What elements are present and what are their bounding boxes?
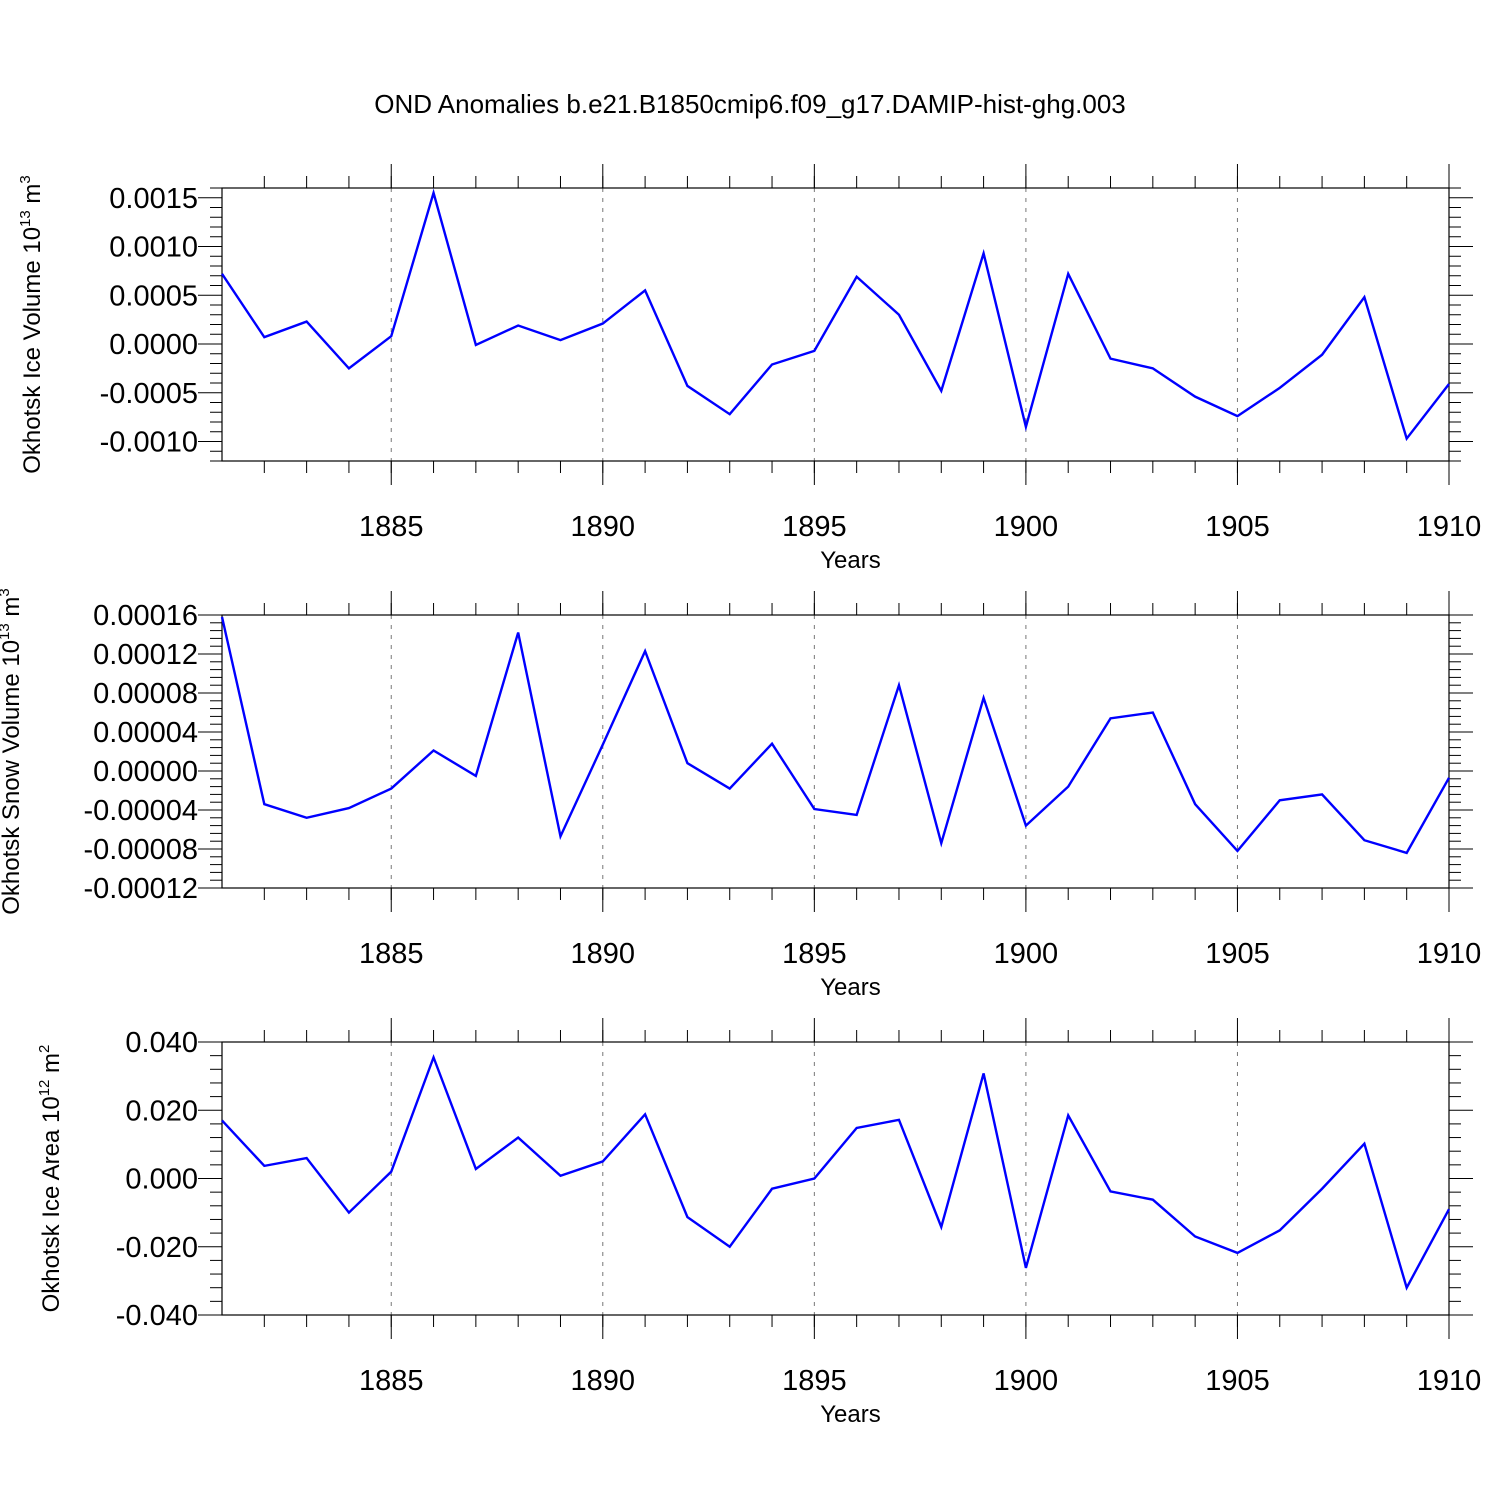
y-axis-label-superscript: 13 xyxy=(17,210,34,227)
x-tick-label: 1890 xyxy=(571,938,636,970)
y-tick-label: 0.0015 xyxy=(109,183,198,215)
x-axis-label: Years xyxy=(820,547,881,574)
y-tick-label: -0.040 xyxy=(116,1300,198,1332)
y-tick-label: 0.000 xyxy=(125,1164,198,1196)
y-tick-label: 0.00000 xyxy=(93,756,198,788)
plot-frame xyxy=(221,1041,1450,1316)
y-axis-label: Okhotsk Snow Volume 1013 m3 xyxy=(0,588,25,915)
series-line xyxy=(221,188,1450,442)
y-tick-label: 0.020 xyxy=(125,1095,198,1127)
chart-panel-2: 1885 1890 1895 1900 1905 1910 -0.00012 -0.00008… xyxy=(0,588,1481,1001)
x-tick-label: 1890 xyxy=(571,511,636,543)
y-axis-label-superscript: 3 xyxy=(0,588,13,596)
y-tick-label: -0.020 xyxy=(116,1232,198,1264)
y-axis-label-part: m xyxy=(19,184,46,211)
x-tick-label: 1900 xyxy=(994,938,1059,970)
chart-panel-1: 1885 1890 1895 1900 1905 1910 -0.0010 -0.0005 0.… xyxy=(17,164,1481,574)
chart-panel-3: 1885 1890 1895 1900 1905 1910 -0.040 -0.020 0.00… xyxy=(36,1018,1481,1428)
series-line xyxy=(221,1053,1451,1291)
series-line xyxy=(220,616,1451,855)
y-tick-label: 0.00008 xyxy=(93,678,198,710)
y-axis-label-part: m xyxy=(38,1053,65,1080)
y-axis-label-superscript: 3 xyxy=(17,175,34,183)
x-tick-label: 1895 xyxy=(782,938,847,970)
y-axis-label: Okhotsk Ice Area 1012 m2 xyxy=(36,1045,65,1313)
y-tick-label: 0.0000 xyxy=(109,329,198,361)
y-tick-label: 0.040 xyxy=(125,1027,198,1059)
plot-frame xyxy=(221,187,1450,462)
x-tick-label: 1905 xyxy=(1205,938,1270,970)
x-tick-label: 1900 xyxy=(994,1365,1059,1397)
y-axis-label-part: Okhotsk Snow Volume 10 xyxy=(0,640,25,915)
x-tick-label: 1885 xyxy=(359,511,424,543)
y-axis-label-superscript: 12 xyxy=(36,1080,53,1097)
y-axis-label-superscript: 13 xyxy=(0,623,13,640)
x-axis-label: Years xyxy=(820,1401,881,1428)
y-tick-label: -0.00012 xyxy=(84,873,199,905)
y-axis-label-part: m xyxy=(0,597,25,624)
x-tick-label: 1905 xyxy=(1205,511,1270,543)
y-tick-label: -0.0005 xyxy=(100,378,198,410)
y-axis-label-part: Okhotsk Ice Area 10 xyxy=(38,1096,65,1312)
y-tick-label: 0.00016 xyxy=(93,600,198,632)
x-axis-label: Years xyxy=(820,974,881,1001)
x-tick-label: 1900 xyxy=(994,511,1059,543)
y-tick-label: 0.00004 xyxy=(93,717,198,749)
y-tick-label: -0.00004 xyxy=(84,795,199,827)
plot-frame xyxy=(221,614,1450,889)
y-axis-label: Okhotsk Ice Volume 1013 m3 xyxy=(17,175,46,474)
x-tick-label: 1890 xyxy=(571,1365,636,1397)
x-tick-label: 1910 xyxy=(1417,511,1482,543)
y-tick-label: -0.0010 xyxy=(100,427,198,459)
x-tick-label: 1910 xyxy=(1417,938,1482,970)
y-axis-label-part: Okhotsk Ice Volume 10 xyxy=(19,227,46,474)
y-tick-label: 0.0005 xyxy=(109,280,198,312)
y-axis-label-superscript: 2 xyxy=(36,1045,53,1053)
panels: 1885 1890 1895 1900 1905 1910 -0.0010 -0.0005 0.… xyxy=(0,164,1481,1428)
x-tick-label: 1905 xyxy=(1205,1365,1270,1397)
y-tick-label: 0.0010 xyxy=(109,232,198,264)
x-tick-label: 1895 xyxy=(782,1365,847,1397)
x-tick-label: 1910 xyxy=(1417,1365,1482,1397)
y-tick-label: -0.00008 xyxy=(84,834,199,866)
x-tick-label: 1885 xyxy=(359,1365,424,1397)
x-tick-label: 1885 xyxy=(359,938,424,970)
x-tick-label: 1895 xyxy=(782,511,847,543)
main-title: OND Anomalies b.e21.B1850cmip6.f09_g17.D… xyxy=(374,89,1126,119)
y-tick-label: 0.00012 xyxy=(93,639,198,671)
